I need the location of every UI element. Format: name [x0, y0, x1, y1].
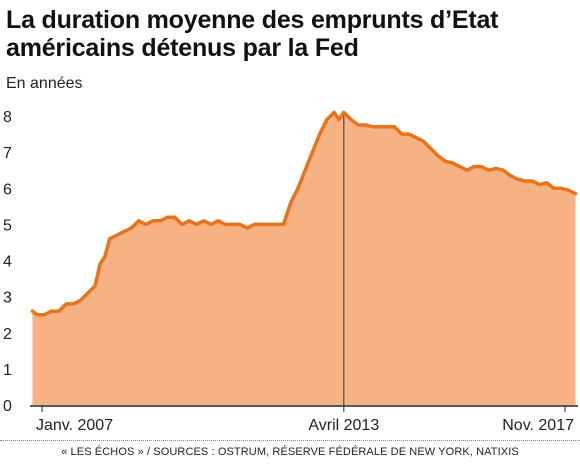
y-tick-label: 4: [3, 254, 12, 271]
y-tick-label: 7: [3, 145, 12, 162]
y-axis-unit-label: En années: [6, 75, 83, 92]
source-footer: « LES ÉCHOS » / SOURCES : OSTRUM, RÉSERV…: [0, 440, 580, 458]
axes: 0 1 2 3 4 5 6 7 8 Janv. 2007 Avril 2013 Nov. 2017: [3, 109, 578, 434]
y-tick-label: 8: [3, 109, 12, 126]
series-area: [32, 112, 576, 406]
x-tick-label: Nov. 2017: [502, 417, 574, 434]
series-line: [30, 110, 578, 317]
plot-area: [30, 110, 578, 406]
chart-title: La duration moyenne des emprunts d’Etat …: [6, 6, 499, 62]
chart: 0 1 2 3 4 5 6 7 8 Janv. 2007 Avril 2013 Nov. 2017: [3, 109, 578, 434]
y-tick-label: 2: [3, 326, 12, 343]
y-tick-label: 5: [3, 217, 12, 234]
x-tick-label: Janv. 2007: [36, 417, 113, 434]
y-tick-label: 0: [3, 398, 12, 415]
y-tick-label: 3: [3, 290, 12, 307]
y-tick-label: 6: [3, 181, 12, 198]
x-tick-label: Avril 2013: [308, 417, 379, 434]
y-tick-label: 1: [3, 362, 12, 379]
